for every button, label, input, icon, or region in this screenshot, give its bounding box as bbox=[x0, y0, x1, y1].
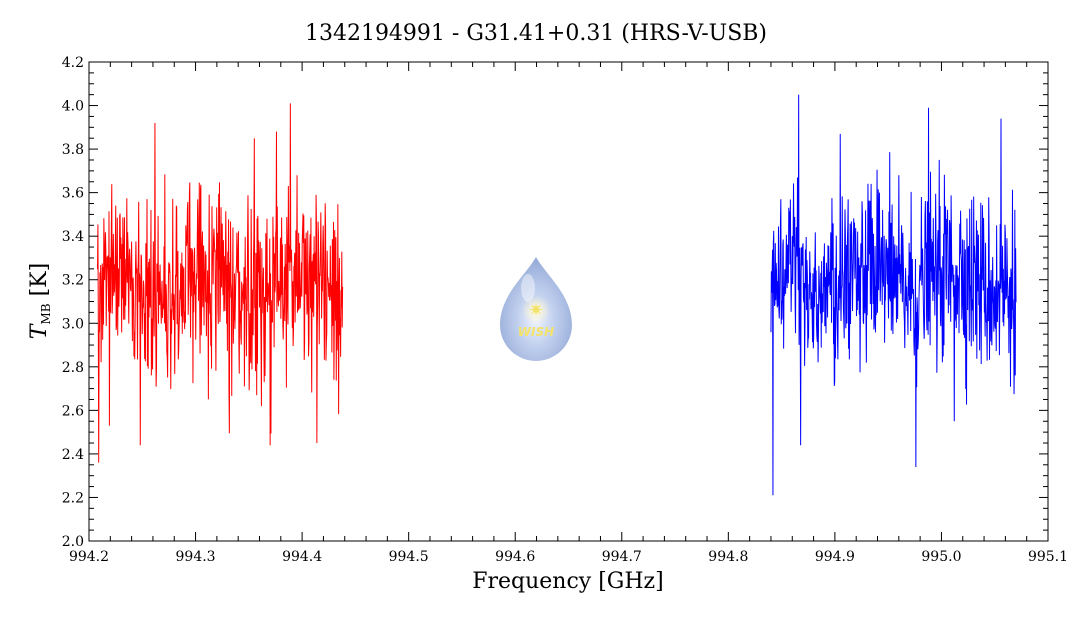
y-tick-label: 3.8 bbox=[62, 142, 84, 158]
y-tick-label: 4.0 bbox=[62, 99, 84, 115]
logo-text: WISH bbox=[518, 325, 554, 339]
drop-highlight bbox=[521, 274, 535, 302]
y-tick-label: 2.2 bbox=[62, 490, 84, 506]
y-tick-label: 3.6 bbox=[62, 186, 84, 202]
ticks-layer: 994.2 994.3 994.4 994.5 994.6 994.7 994.8 994.9… bbox=[62, 55, 1068, 565]
x-tick-label: 994.2 bbox=[69, 549, 109, 565]
x-tick-label: 994.9 bbox=[815, 549, 855, 565]
spectrum-line-1 bbox=[97, 103, 344, 463]
y-tick-label: 2.8 bbox=[62, 360, 84, 376]
wish-logo: ✷ WISH bbox=[500, 257, 572, 361]
y-axis-unit: [K] bbox=[27, 263, 52, 297]
series-layer bbox=[97, 94, 1017, 496]
star-glow bbox=[522, 296, 550, 324]
y-tick-label: 2.6 bbox=[62, 403, 84, 419]
y-tick-label: 3.4 bbox=[62, 229, 84, 245]
chart-title: 1342194991 - G31.41+0.31 (HRS-V-USB) bbox=[305, 21, 767, 46]
x-tick-label: 995.0 bbox=[921, 549, 961, 565]
x-tick-label: 994.6 bbox=[495, 549, 535, 565]
y-tick-label: 2.4 bbox=[62, 447, 84, 463]
x-tick-label: 995.1 bbox=[1028, 549, 1068, 565]
svg-text:TMB [K]: TMB [K] bbox=[27, 263, 53, 339]
y-tick-label: 3.0 bbox=[62, 316, 84, 332]
y-tick-label: 3.2 bbox=[62, 273, 84, 289]
x-tick-label: 994.8 bbox=[708, 549, 748, 565]
y-tick-label: 2.0 bbox=[62, 534, 84, 550]
x-axis-label: Frequency [GHz] bbox=[472, 569, 664, 594]
star-icon: ✷ bbox=[528, 300, 543, 321]
x-tick-label: 994.4 bbox=[282, 549, 322, 565]
y-axis-symbol: T bbox=[27, 322, 52, 339]
x-tick-label: 994.7 bbox=[602, 549, 642, 565]
x-tick-label: 994.3 bbox=[176, 549, 216, 565]
y-axis-label: TMB [K] bbox=[27, 263, 53, 339]
y-axis-subscript: MB bbox=[39, 303, 53, 324]
x-tick-label: 994.5 bbox=[389, 549, 429, 565]
y-tick-label: 4.2 bbox=[62, 55, 84, 71]
spectrum-line-2 bbox=[770, 94, 1017, 496]
